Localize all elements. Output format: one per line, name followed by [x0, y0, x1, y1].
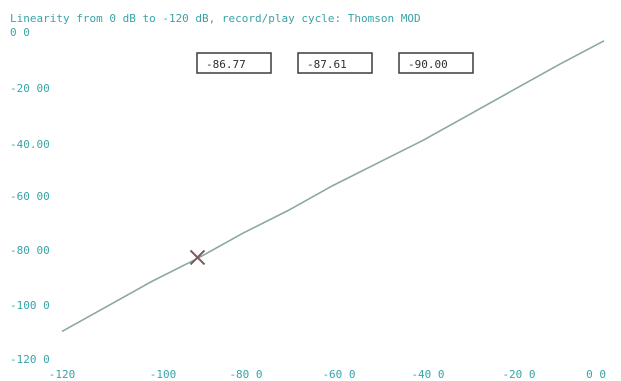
y-axis-tick-labels: 0 0 -20 00 -40.00 -60 00 -80 00 -100 0 -120 0: [10, 26, 50, 366]
y-tick-label: -60 00: [10, 190, 50, 203]
x-tick-label: 0 0: [586, 368, 606, 381]
x-tick-label: -60 0: [322, 368, 355, 381]
readout-value-2: -87.61: [307, 58, 347, 71]
x-axis-tick-labels: -120 -100 -80 0 -60 0 -40 0 -20 0 0 0: [49, 368, 606, 381]
series-layer: [61, 40, 605, 333]
x-tick-label: -20 0: [502, 368, 535, 381]
readout-box-2: [297, 52, 373, 74]
x-tick-label: -80 0: [229, 368, 262, 381]
readout-value-1: -86.77: [206, 58, 246, 71]
chart-title: Linearity from 0 dB to -120 dB, record/p…: [10, 12, 421, 25]
readout-1: -86.77: [196, 52, 272, 74]
readout-value-3: -90.00: [408, 58, 448, 71]
x-tick-label: -120: [49, 368, 76, 381]
readout-box-1: [196, 52, 272, 74]
series-line: [61, 40, 605, 333]
y-tick-label: 0 0: [10, 26, 30, 39]
x-tick-label: -100: [150, 368, 177, 381]
x-tick-label: -40 0: [411, 368, 444, 381]
y-tick-label: -20 00: [10, 82, 50, 95]
y-tick-label: -120 0: [10, 353, 50, 366]
cursor-marker: [189, 249, 206, 266]
readout-box-3: [398, 52, 474, 74]
y-tick-label: -40.00: [10, 138, 50, 151]
y-tick-label: -80 00: [10, 244, 50, 257]
y-tick-label: -100 0: [10, 299, 50, 312]
cursor-stroke: [189, 249, 206, 266]
readout-2: -87.61: [297, 52, 373, 74]
readout-3: -90.00: [398, 52, 474, 74]
